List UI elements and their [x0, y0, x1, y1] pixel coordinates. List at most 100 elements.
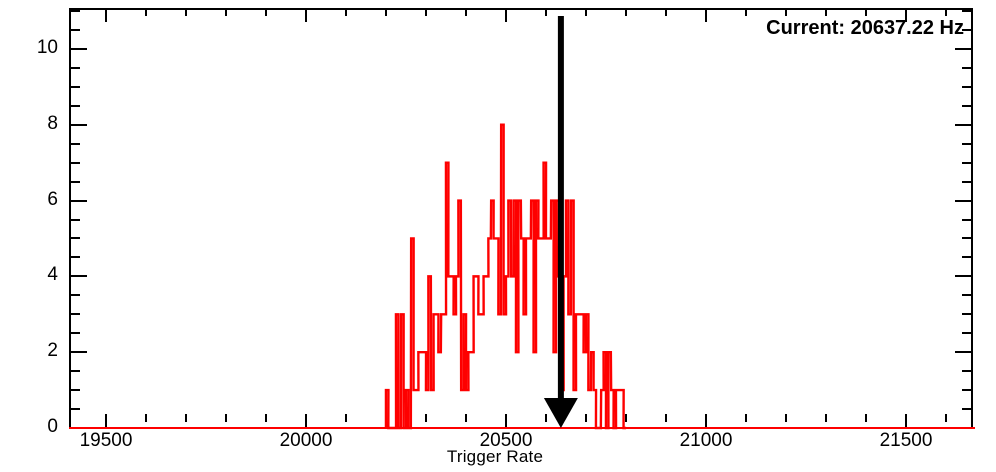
x-tick-top	[745, 8, 747, 16]
y-tick	[69, 237, 80, 240]
y-tick	[69, 142, 80, 145]
x-tick-top	[945, 8, 947, 16]
x-tick	[185, 414, 187, 422]
x-tick-label: 20500	[479, 430, 533, 451]
plot-frame	[69, 8, 973, 428]
y-tick	[69, 10, 80, 13]
x-tick-top	[225, 8, 227, 16]
y-tick-label: 4	[47, 264, 58, 286]
x-axis-title: Trigger Rate	[0, 447, 996, 467]
x-tick	[345, 414, 347, 422]
y-tick	[69, 351, 87, 354]
y-tick-label: 2	[47, 340, 58, 362]
x-tick	[905, 414, 907, 428]
x-tick	[825, 414, 827, 422]
y-tick-label: 0	[47, 416, 58, 437]
y-tick	[69, 218, 80, 221]
y-tick-right	[955, 123, 973, 126]
y-tick-right	[962, 256, 973, 259]
histogram-series	[69, 8, 975, 430]
y-tick	[69, 199, 87, 202]
histogram-svg	[69, 123, 975, 430]
y-tick-right	[962, 104, 973, 107]
x-tick-label: 21500	[879, 430, 933, 451]
y-tick-right	[962, 66, 973, 69]
y-tick	[69, 370, 80, 373]
x-tick-label: 19500	[79, 430, 133, 451]
x-tick	[785, 414, 787, 422]
x-tick-top	[865, 8, 867, 16]
y-tick-right	[962, 142, 973, 145]
y-tick-right	[955, 351, 973, 354]
x-tick-top	[705, 8, 707, 22]
y-tick	[69, 161, 80, 164]
x-tick	[105, 414, 107, 428]
x-tick-top	[625, 8, 627, 16]
y-tick	[69, 28, 80, 31]
x-tick-label: 21000	[679, 430, 733, 451]
y-tick-right	[955, 275, 973, 278]
x-tick-top	[545, 8, 547, 16]
y-tick-right	[962, 370, 973, 373]
y-tick	[69, 408, 80, 411]
y-tick-right	[962, 85, 973, 88]
y-tick-right	[955, 199, 973, 202]
y-tick	[69, 104, 80, 107]
x-tick-top	[505, 8, 507, 22]
y-tick-right	[962, 389, 973, 392]
x-tick	[225, 414, 227, 422]
x-tick	[585, 414, 587, 422]
x-tick-top	[185, 8, 187, 16]
y-tick	[69, 123, 87, 126]
x-tick-top	[665, 8, 667, 16]
y-tick-right	[955, 47, 973, 50]
x-tick-label: 20000	[279, 430, 333, 451]
x-axis-title-text: Trigger Rate	[446, 447, 544, 466]
y-tick-right	[962, 408, 973, 411]
x-tick-top	[105, 8, 107, 22]
y-tick	[69, 389, 80, 392]
x-tick-top	[585, 8, 587, 16]
y-tick	[69, 313, 80, 316]
x-tick	[865, 414, 867, 422]
y-tick-right	[962, 332, 973, 335]
x-tick	[625, 414, 627, 422]
y-tick-label: 10	[36, 36, 58, 58]
y-tick	[69, 180, 80, 183]
x-tick-top	[305, 8, 307, 22]
y-tick-right	[962, 180, 973, 183]
x-tick-top	[785, 8, 787, 16]
y-tick-right	[962, 161, 973, 164]
current-value-label: Current: 20637.22 Hz	[766, 17, 964, 39]
x-tick	[505, 414, 507, 428]
x-tick-top	[345, 8, 347, 16]
histogram-outline	[384, 123, 627, 430]
y-tick-right	[962, 218, 973, 221]
x-tick-top	[145, 8, 147, 16]
x-tick-top	[465, 8, 467, 16]
y-tick-right	[962, 10, 973, 13]
y-tick-label: 8	[47, 112, 58, 134]
x-tick	[305, 414, 307, 428]
x-tick	[665, 414, 667, 422]
y-tick-right	[962, 294, 973, 297]
y-tick	[69, 85, 80, 88]
y-tick-right	[962, 28, 973, 31]
x-tick-top	[905, 8, 907, 22]
y-tick-right	[962, 237, 973, 240]
y-tick-right	[962, 313, 973, 316]
x-tick	[745, 414, 747, 422]
y-tick	[69, 332, 80, 335]
x-tick	[265, 414, 267, 422]
y-tick	[69, 66, 80, 69]
x-tick-top	[425, 8, 427, 16]
y-tick-label: 6	[47, 188, 58, 210]
x-tick	[705, 414, 707, 428]
x-tick-top	[265, 8, 267, 16]
x-tick	[465, 414, 467, 422]
y-tick	[69, 294, 80, 297]
y-tick	[69, 275, 87, 278]
y-tick	[69, 47, 87, 50]
x-tick-top	[385, 8, 387, 16]
